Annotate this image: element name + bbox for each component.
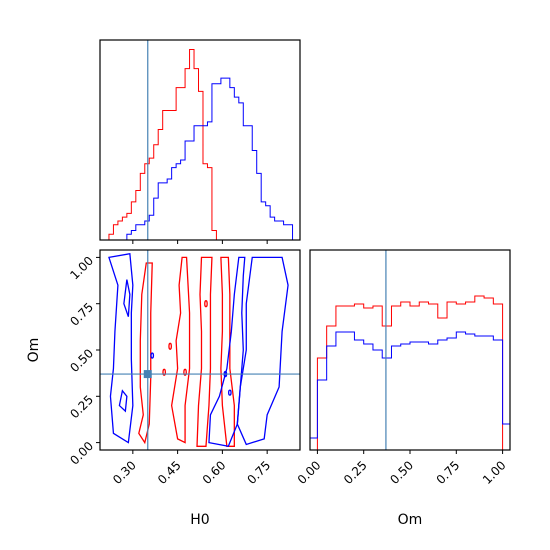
contour-run-a-dot-2 <box>183 368 187 376</box>
contour-run-b-dot-2 <box>228 389 232 396</box>
om-xtick-label-4: 1.00 <box>480 458 509 487</box>
h0-hist-frame <box>99 39 301 241</box>
contour-run-b-0 <box>108 252 134 444</box>
h0-xtick-label-2: 0.60 <box>200 458 229 487</box>
contour-run-a-dot-3 <box>204 300 208 308</box>
contour-run-b-4 <box>236 256 289 446</box>
contour-run-b-2 <box>118 389 128 413</box>
om-ytick-label-4: 1.00 <box>67 254 96 283</box>
om-xtick-label-1: 0.25 <box>341 458 370 487</box>
om-ytick-label-3: 0.75 <box>67 300 96 329</box>
h0-axis-label: H0 <box>190 512 209 528</box>
h0-om-contour-panel: 0.30 0.45 0.60 0.75 0.00 0.25 0.50 0.75 1.00 <box>67 249 301 487</box>
contour-run-b-dot-0 <box>150 352 155 359</box>
contour-run-a-0 <box>138 262 153 445</box>
om-ytick-label-0: 0.00 <box>67 439 96 468</box>
contour-run-a-2 <box>196 256 213 447</box>
h0-xtick-label-1: 0.45 <box>155 458 184 487</box>
contour-lines <box>108 252 289 448</box>
contour-run-a-1 <box>170 256 191 444</box>
contour-run-b-1 <box>123 279 131 317</box>
om-y-axis-label: Om <box>26 338 42 363</box>
om-histogram-panel: 0.00 0.25 0.50 0.75 1.00 <box>295 249 511 487</box>
om-ytick-label-1: 0.25 <box>67 393 96 422</box>
contour-run-b-3 <box>208 256 246 448</box>
contour-run-a-3 <box>220 256 235 447</box>
h0-histogram-panel <box>99 39 301 244</box>
om-hist-run-b-step <box>309 331 511 450</box>
h0-hist-run-b-step <box>100 77 300 241</box>
truth-marker <box>143 370 152 379</box>
om-xtick-label-0: 0.00 <box>295 458 324 487</box>
h0-xtick-label-0: 0.30 <box>110 458 139 487</box>
h0-xtick-label-3: 0.75 <box>244 458 273 487</box>
contour-run-a-dot-0 <box>168 342 172 350</box>
om-ytick-label-2: 0.50 <box>67 346 96 375</box>
om-xtick-label-3: 0.75 <box>434 458 463 487</box>
contour-run-a-dot-1 <box>162 368 167 376</box>
om-axis-label: Om <box>398 512 423 528</box>
om-hist-frame <box>309 249 511 451</box>
om-hist-run-a-step <box>310 295 510 451</box>
om-xtick-label-2: 0.50 <box>387 458 416 487</box>
